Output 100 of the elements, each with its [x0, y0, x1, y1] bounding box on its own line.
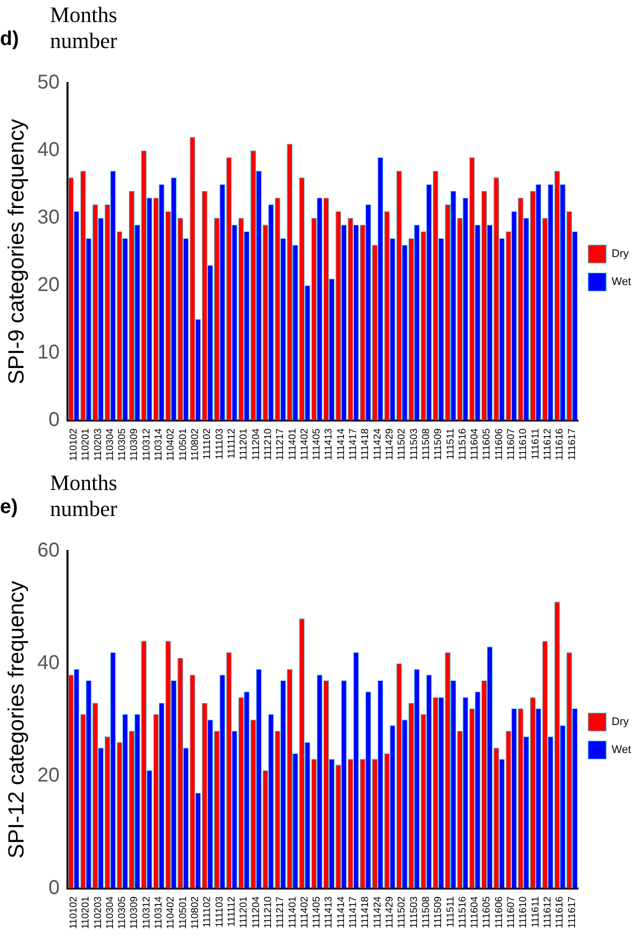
- y-tick-label: 20: [37, 274, 60, 296]
- x-tick-label: 110305: [117, 896, 128, 930]
- x-axis-title: Months number: [50, 2, 118, 54]
- x-tick-label: 111511: [445, 428, 456, 460]
- x-tick-label: 110102: [68, 428, 80, 462]
- x-tick-label: 111402: [299, 428, 310, 460]
- x-tick-label: 111217: [275, 428, 286, 460]
- x-tick-label: 110203: [92, 896, 104, 930]
- x-tick-label: 111605: [482, 428, 493, 460]
- x-tick-label: 111604: [470, 896, 481, 928]
- x-tick-label: 111210: [262, 428, 274, 460]
- x-tick-label: 110304: [104, 428, 116, 462]
- x-tick-label: 111606: [494, 428, 505, 460]
- y-tick-label: 10: [37, 341, 60, 364]
- x-tick-label: 111502: [396, 896, 408, 928]
- x-tick-label: 110203: [92, 428, 104, 462]
- x-tick-label: 110304: [104, 896, 116, 930]
- x-tick-label: 111405: [312, 896, 323, 928]
- y-tick-label: 40: [37, 138, 60, 161]
- legend-label: Wet: [612, 276, 631, 288]
- x-tick-label: 111502: [396, 428, 408, 460]
- x-tick-label: 111424: [372, 896, 384, 928]
- x-tick-label: 111516: [457, 896, 468, 928]
- x-tick-label: 111201: [238, 428, 250, 460]
- x-tick-label: 111217: [275, 896, 286, 928]
- y-tick-label: 20: [37, 764, 60, 786]
- x-tick-label: 111201: [238, 896, 250, 928]
- x-tick-label: 111429: [384, 428, 396, 460]
- x-tick-label: 111424: [372, 428, 384, 460]
- x-tick-label: 111508: [420, 896, 432, 928]
- x-tick-label: 110305: [117, 428, 128, 462]
- x-tick-label: 110314: [154, 428, 165, 462]
- x-tick-label: 111204: [250, 896, 262, 928]
- y-axis-title: SPI-9 categories frequency: [3, 119, 28, 384]
- x-tick-label: 111607: [506, 428, 518, 460]
- x-tick-label: 111429: [384, 896, 396, 928]
- x-tick-label: 111112: [226, 896, 238, 927]
- x-tick-label: 110402: [166, 428, 177, 462]
- x-tick-label: 111604: [470, 428, 481, 460]
- x-tick-label: 111418: [360, 896, 372, 928]
- chart-title: d): [0, 28, 19, 51]
- x-tick-label: 110309: [129, 896, 140, 930]
- x-tick-label: 111516: [457, 428, 468, 460]
- x-tick-label: 110201: [80, 428, 92, 462]
- x-tick-label: 111610: [518, 428, 530, 460]
- x-tick-label: 111503: [408, 896, 420, 928]
- y-tick-label: 60: [37, 540, 60, 562]
- x-tick-label: 110201: [80, 896, 92, 930]
- x-tick-label: 111605: [482, 896, 493, 928]
- y-tick-label: 0: [48, 408, 60, 431]
- x-tick-label: 110314: [154, 896, 165, 930]
- x-tick-label: 111417: [348, 428, 360, 460]
- x-tick-label: 110102: [68, 896, 80, 930]
- x-tick-label: 111402: [299, 896, 310, 928]
- x-tick-label: 111610: [518, 896, 530, 928]
- x-tick-label: 111413: [324, 428, 335, 460]
- x-tick-label: 111607: [506, 896, 518, 928]
- x-tick-label: 111204: [250, 428, 262, 460]
- x-tick-label: 110501: [178, 428, 189, 462]
- x-tick-label: 110802: [190, 896, 202, 930]
- x-tick-label: 111418: [360, 428, 372, 460]
- x-tick-label: 111401: [287, 428, 298, 460]
- x-tick-label: 111616: [554, 428, 566, 460]
- x-tick-label: 110501: [178, 896, 189, 930]
- x-axis-title: Months number: [50, 470, 118, 522]
- x-tick-label: 110402: [166, 896, 177, 930]
- x-tick-label: 111511: [445, 896, 456, 928]
- chart-title: e): [0, 496, 18, 519]
- x-tick-label: 111413: [324, 896, 335, 928]
- legend-label: Wet: [612, 744, 631, 756]
- legend-label: Dry: [612, 716, 630, 728]
- x-tick-label: 111612: [542, 428, 554, 460]
- x-tick-label: 111210: [262, 896, 274, 928]
- x-tick-label: 111612: [542, 896, 554, 928]
- x-tick-label: 111103: [214, 428, 226, 460]
- x-tick-label: 111103: [214, 896, 226, 928]
- y-tick-label: 0: [48, 876, 60, 899]
- x-tick-label: 110312: [141, 896, 152, 930]
- x-tick-label: 111414: [336, 428, 347, 460]
- x-tick-label: 111509: [433, 428, 444, 460]
- x-tick-label: 111616: [554, 896, 566, 928]
- x-tick-label: 111611: [530, 428, 542, 460]
- x-tick-label: 111509: [433, 896, 444, 928]
- legend-label: Dry: [612, 248, 630, 260]
- x-tick-label: 111617: [566, 896, 578, 928]
- x-tick-label: 111102: [202, 428, 214, 460]
- x-tick-label: 111606: [494, 896, 505, 928]
- x-tick-label: 111417: [348, 896, 360, 928]
- x-tick-label: 111414: [336, 896, 347, 928]
- x-tick-label: 110802: [190, 428, 202, 462]
- x-tick-label: 111405: [312, 428, 323, 460]
- x-tick-label: 111112: [226, 428, 238, 459]
- x-tick-label: 110312: [141, 428, 152, 462]
- x-tick-label: 110309: [129, 428, 140, 462]
- x-tick-label: 111617: [566, 428, 578, 460]
- x-tick-label: 111503: [408, 428, 420, 460]
- y-tick-label: 50: [37, 72, 60, 94]
- y-axis-title: SPI-12 categories frequency: [3, 580, 28, 858]
- x-tick-label: 111401: [287, 896, 298, 928]
- y-tick-label: 30: [37, 206, 60, 228]
